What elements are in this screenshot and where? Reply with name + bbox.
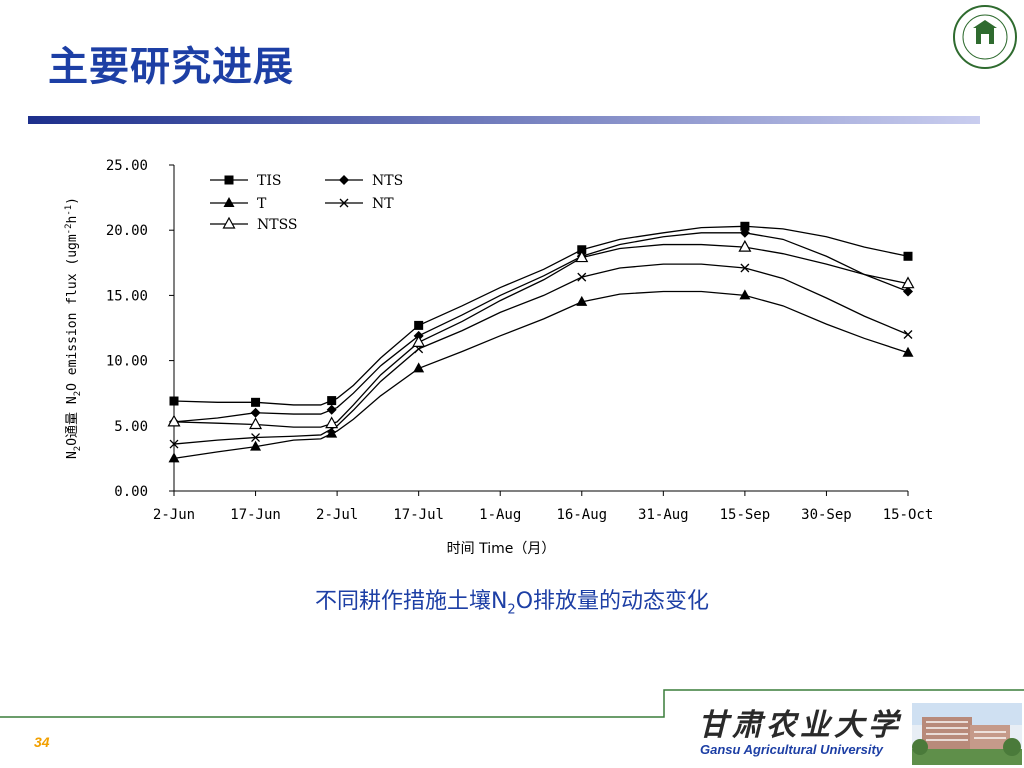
legend-marker-nt [339,198,349,208]
marker-tis [414,320,424,330]
x-axis-title: 时间 Time（月） [447,541,556,557]
marker-t [902,346,914,357]
chart-area: 0.00 5.00 10.00 15.00 20.00 25.00 2-Jun 17-Jun 2… [0,140,1024,570]
marker-t [413,362,425,373]
legend-label-ntss: NTSS [257,217,298,233]
legend-label-nts: NTS [372,173,403,189]
series-line-tis [173,225,909,406]
y-axis-title-part: -2 [64,223,74,234]
footer-divider [0,689,1024,718]
marker-nt [577,272,587,282]
y-axis-title-part: 2 [73,446,83,451]
marker-nts [250,407,261,418]
marker-ntss [249,417,263,430]
marker-t [576,295,588,306]
university-name-chinese: 甘肃农业大学 [698,708,902,743]
legend-marker-nts [339,175,349,185]
y-axis-title-part: 2 [73,391,83,396]
page-title: 主要研究进展 [48,44,294,90]
series-line-ntss [173,243,909,428]
marker-tis [169,396,179,406]
marker-nt [903,330,913,339]
y-tick-label: 0.00 [114,484,148,500]
marker-t [250,440,262,451]
marker-nts [903,286,913,297]
marker-ntss [167,414,181,427]
marker-ntss [325,416,339,429]
university-name-english: Gansu Agricultural University [700,742,884,757]
y-tick-label: 25.00 [106,158,148,174]
y-tick-label: 15.00 [106,288,148,304]
marker-nt [169,439,179,449]
y-tick-label: 10.00 [106,354,148,370]
marker-nt [251,433,261,442]
n2o-flux-line-chart: 0.00 5.00 10.00 15.00 20.00 25.00 2-Jun 17-Jun 2… [64,158,934,557]
legend-marker-tis [224,175,234,185]
marker-nt [740,263,750,273]
x-tick-label: 16-Aug [556,507,607,523]
x-tick-label: 31-Aug [638,507,689,523]
marker-ntss [738,239,752,252]
campus-building-image [912,703,1022,765]
y-axis-title-part: O emission flux (ugm [65,234,80,391]
marker-ntss [575,250,589,263]
marker-nts [326,404,337,415]
y-axis-title-part: -1 [64,205,74,216]
marker-ntss [901,276,915,289]
legend-label-t: T [257,196,267,212]
series-line-nt [173,263,909,445]
page-number: 34 [34,734,50,750]
legend-box [198,168,424,234]
marker-tis [251,397,261,407]
series-line-nts [173,232,909,423]
x-tick-label: 2-Jun [153,507,195,523]
x-tick-label: 1-Aug [479,507,521,523]
marker-t [326,427,338,438]
caption-text-pre: 不同耕作措施土壤N [314,589,508,614]
legend-label-tis: TIS [257,173,281,189]
y-axis-title-part: O通量 N [65,396,80,445]
marker-t [739,289,751,300]
y-tick-label: 5.00 [114,419,148,435]
series-line-t [173,290,909,460]
marker-ntss [412,335,426,347]
marker-tis [903,251,913,261]
legend-marker-t [223,197,235,207]
marker-tis [740,221,750,231]
x-tick-label: 2-Jul [316,507,358,523]
marker-tis [327,396,337,406]
x-tick-label: 15-Oct [883,507,934,523]
x-tick-label: 17-Jul [393,507,444,523]
y-axis-title-part: h [65,216,80,224]
title-divider [28,116,980,124]
marker-nts [739,227,750,238]
x-tick-label: 30-Sep [801,507,852,523]
legend-marker-ntss [222,216,236,229]
chart-caption: 不同耕作措施土壤N2O排放量的动态变化 [0,583,1024,617]
x-tick-label: 17-Jun [230,507,281,523]
caption-text-post: O排放量的动态变化 [515,589,710,614]
marker-tis [577,245,587,255]
y-axis-title-part: ) [65,197,80,205]
x-tick-label: 15-Sep [720,507,771,523]
university-seal-icon [953,5,1017,69]
caption-subscript: 2 [507,602,516,618]
marker-t [168,452,180,463]
y-tick-label: 20.00 [106,223,148,239]
y-axis-title-part: N [65,451,80,459]
legend-label-nt: NT [372,196,394,212]
y-axis-title: N2O通量 N2O emission flux (ugm-2h-1) [64,197,83,459]
